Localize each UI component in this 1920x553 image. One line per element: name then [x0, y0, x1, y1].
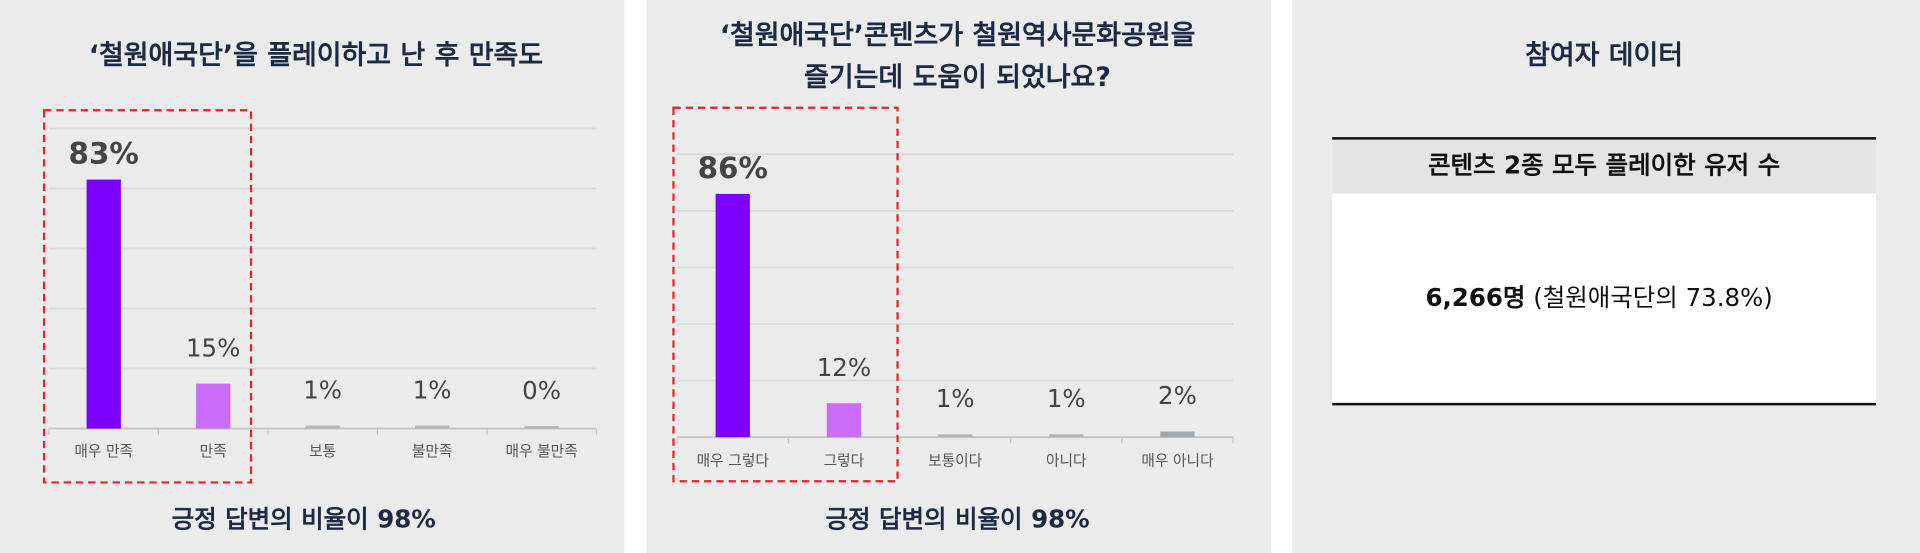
- bar: [305, 425, 340, 429]
- bar: [196, 383, 231, 429]
- value-label: 1%: [303, 375, 342, 404]
- bar: [1049, 434, 1084, 438]
- participant-panel: 참여자 데이터 콘텐츠 2종 모두 플레이한 유저 수 6,266명 (철원애국…: [1332, 40, 1876, 406]
- x-tick-label: 매우 만족: [74, 443, 133, 460]
- value-label: 1%: [1047, 384, 1086, 413]
- bar-chart: ‘철원애국단’을 플레이하고 난 후 만족도 83% 매우 만족 15% 만족 1% 보통 1…: [42, 40, 597, 533]
- value-label: 12%: [817, 353, 871, 382]
- value-label: 1%: [936, 384, 975, 413]
- user-share: (철원애국단의 73.8%): [1533, 283, 1773, 312]
- chart-title: ‘철원애국단’콘텐츠가 철원역사문화공원을: [720, 20, 1196, 51]
- bar: [414, 425, 450, 429]
- x-tick-label: 불만족: [412, 443, 453, 460]
- value-label: 1%: [413, 375, 452, 404]
- chart-caption: 긍정 답변의 비율이 98%: [825, 504, 1089, 533]
- bar: [826, 403, 862, 438]
- x-tick-label: 매우 아니다: [1141, 453, 1214, 470]
- x-tick-label: 매우 불만족: [505, 443, 577, 460]
- bar: [1160, 431, 1195, 438]
- highlight-box: [672, 106, 899, 483]
- chart-title: ‘철원애국단’을 플레이하고 난 후 만족도: [89, 40, 543, 71]
- table-cell: 6,266명 (철원애국단의 73.8%): [1425, 283, 1772, 312]
- panel-background: [646, 0, 1272, 553]
- value-label: 83%: [69, 137, 139, 171]
- value-label: 15%: [186, 333, 240, 362]
- x-tick-label: 그렇다: [824, 453, 865, 470]
- x-tick-label: 보통이다: [928, 453, 983, 470]
- table-header: 콘텐츠 2종 모두 플레이한 유저 수: [1428, 151, 1780, 180]
- value-label: 86%: [698, 151, 768, 185]
- table-header-background: [1332, 139, 1876, 194]
- bar: [86, 179, 121, 429]
- panel-title: 참여자 데이터: [1525, 40, 1683, 71]
- user-count: 6,266명: [1425, 283, 1525, 312]
- value-label: 0%: [522, 376, 561, 405]
- chart-title: 즐기는데 도움이 되었나요?: [804, 62, 1111, 93]
- bar: [524, 426, 559, 429]
- chart-caption: 긍정 답변의 비율이 98%: [172, 504, 436, 533]
- bar: [715, 193, 750, 438]
- bar: [937, 434, 973, 438]
- x-tick-label: 아니다: [1046, 453, 1087, 470]
- x-tick-label: 만족: [200, 443, 227, 460]
- x-tick-label: 보통: [309, 443, 336, 460]
- table-body-background: [1332, 193, 1876, 405]
- x-tick-label: 매우 그렇다: [697, 453, 770, 470]
- highlight-box: [42, 109, 253, 484]
- value-label: 2%: [1158, 381, 1197, 410]
